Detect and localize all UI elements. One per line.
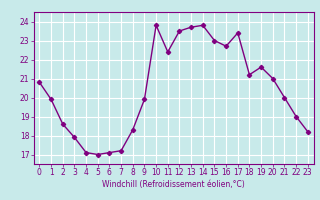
X-axis label: Windchill (Refroidissement éolien,°C): Windchill (Refroidissement éolien,°C) <box>102 180 245 189</box>
